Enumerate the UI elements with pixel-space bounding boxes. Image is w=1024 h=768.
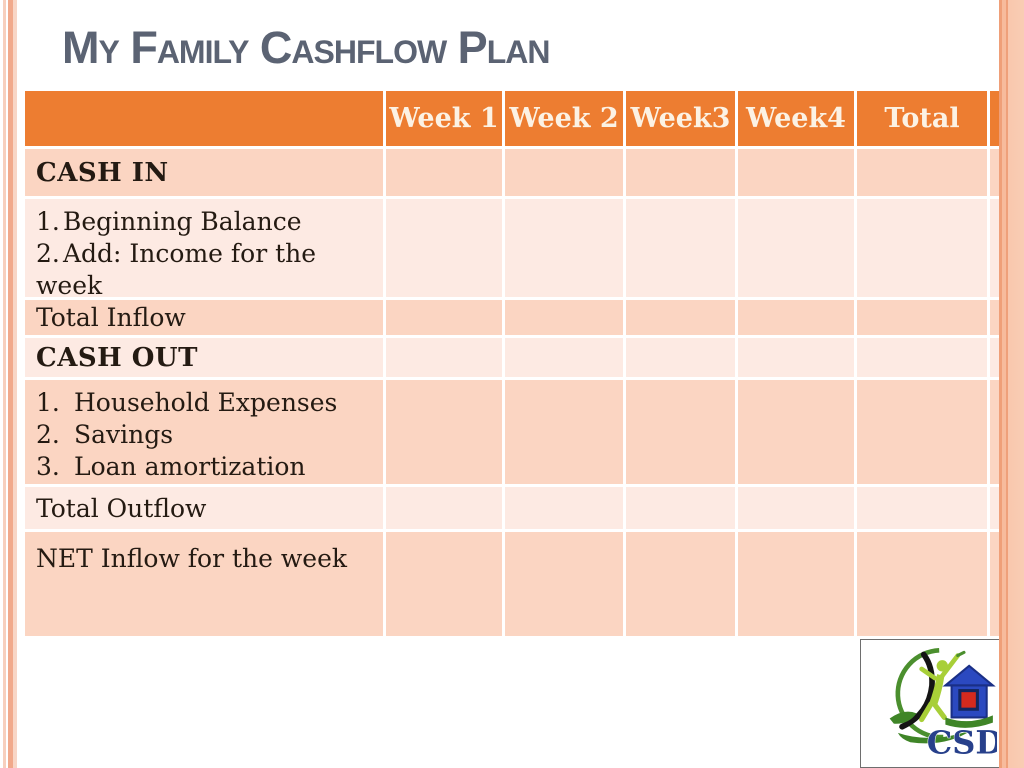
table-cell-empty: [505, 149, 623, 196]
logo-house-roof: [942, 664, 996, 687]
logo-person-ribbon: [898, 651, 935, 730]
table-cell-empty: [386, 380, 502, 484]
table-cell-empty: [857, 338, 987, 377]
table-cell-empty: [990, 380, 1000, 484]
left-edge-stripe: [13, 0, 17, 768]
list-number: 2.: [36, 420, 60, 449]
logo-person-arm-right: [938, 653, 960, 680]
logo-person-leg-left: [918, 701, 934, 723]
logo-person-arm-left: [918, 666, 937, 681]
list-item: 2. Savings: [36, 419, 383, 451]
table-cell-empty: [505, 199, 623, 297]
logo-person-leg-right: [931, 702, 947, 721]
table-cell-empty: [505, 532, 623, 636]
row-label-outflow-items: 1. Household Expenses 2. Savings 3. Loan am…: [25, 380, 383, 484]
list-number: 1.: [36, 207, 60, 236]
list-text: Household Expenses: [74, 388, 338, 417]
csd-logo-graphic: CSD: [889, 648, 997, 762]
table-cell-empty: [386, 487, 502, 529]
table-cell-empty: [857, 487, 987, 529]
table-cell-empty: [857, 380, 987, 484]
row-label-cash-in: CASH IN: [25, 149, 383, 196]
list-text: Beginning Balance: [63, 207, 302, 236]
header-cell-blank: [25, 91, 383, 146]
table-cell-empty: [990, 149, 1000, 196]
table-cell-empty: [626, 199, 735, 297]
table-cell-empty: [505, 380, 623, 484]
table-cell-empty: [626, 380, 735, 484]
table-cell-empty: [738, 487, 854, 529]
table-cell-empty: [386, 300, 502, 335]
table-cell-empty: [990, 300, 1000, 335]
list-text: Savings: [74, 420, 174, 449]
header-cell-sliver: [990, 91, 1000, 146]
table-cell-empty: [626, 338, 735, 377]
table-cell-empty: [386, 149, 502, 196]
table-cell-empty: [990, 338, 1000, 377]
logo-circle-arc: [895, 648, 943, 740]
list-text: Add: Income for the week: [36, 239, 317, 300]
table-cell-empty: [738, 532, 854, 636]
row-label-total-inflow: Total Inflow: [25, 300, 383, 335]
table-cell-empty: [857, 149, 987, 196]
csd-logo: CSD: [860, 639, 1005, 768]
page-title: My Family Cashflow Plan: [62, 22, 550, 73]
list-item: 1. Beginning Balance: [36, 206, 383, 238]
header-cell-week4: Week4: [738, 91, 854, 146]
table-cell-empty: [505, 300, 623, 335]
table-cell-empty: [626, 487, 735, 529]
table-cell-empty: [738, 338, 854, 377]
table-cell-empty: [738, 199, 854, 297]
row-label-cash-out: CASH OUT: [25, 338, 383, 377]
table-cell-empty: [738, 149, 854, 196]
table-cell-empty: [505, 487, 623, 529]
table-cell-empty: [990, 199, 1000, 297]
logo-person-body: [928, 674, 944, 706]
table-cell-empty: [386, 338, 502, 377]
logo-house-base: [944, 715, 993, 728]
logo-wordmark: CSD: [926, 724, 996, 762]
list-number: 1.: [36, 388, 60, 417]
logo-person-hand: [955, 650, 966, 658]
row-label-inflow-items: 1. Beginning Balance 2. Add: Income for th…: [25, 199, 383, 300]
table-cell-empty: [626, 149, 735, 196]
right-edge-band: [999, 0, 1024, 768]
table-cell-empty: [738, 300, 854, 335]
list-item: 3. Loan amortization: [36, 451, 383, 483]
table-cell-empty: [990, 487, 1000, 529]
row-label-total-outflow: Total Outflow: [25, 487, 383, 529]
logo-leaf: [889, 711, 916, 724]
header-cell-week1: Week 1: [386, 91, 502, 146]
table-cell-empty: [386, 199, 502, 297]
table-cell-empty: [857, 532, 987, 636]
table-cell-empty: [857, 199, 987, 297]
header-cell-total: Total: [857, 91, 987, 146]
table-cell-empty: [626, 532, 735, 636]
list-item: 1. Household Expenses: [36, 387, 383, 419]
table-cell-empty: [857, 300, 987, 335]
cashflow-table: Week 1 Week 2 Week3 Week4 Total CASH IN …: [25, 91, 1000, 636]
list-number: 2.: [36, 239, 60, 268]
list-item: 2. Add: Income for the week: [36, 238, 383, 302]
logo-house-window: [957, 689, 979, 711]
table-cell-empty: [386, 532, 502, 636]
list-number: 3.: [36, 452, 60, 481]
left-edge-stripe: [3, 0, 6, 768]
header-cell-week2: Week 2: [505, 91, 623, 146]
logo-ground-swoosh: [897, 729, 972, 744]
row-label-net-inflow: NET Inflow for the week: [25, 532, 383, 636]
table-cell-empty: [626, 300, 735, 335]
header-cell-week3: Week3: [626, 91, 735, 146]
table-cell-empty: [990, 532, 1000, 636]
list-text: Loan amortization: [74, 452, 306, 481]
left-edge-stripe: [8, 0, 13, 768]
table-cell-empty: [505, 338, 623, 377]
table-cell-empty: [738, 380, 854, 484]
